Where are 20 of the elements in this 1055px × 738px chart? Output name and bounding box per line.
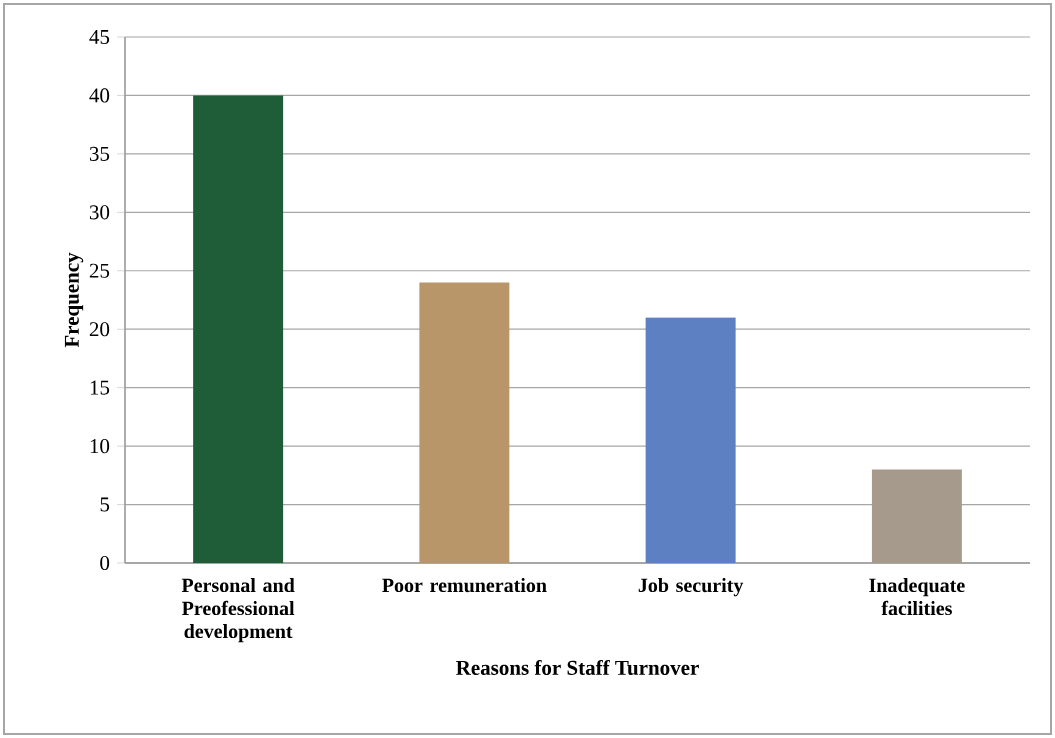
bar (419, 282, 510, 563)
y-tick-label: 5 (100, 497, 110, 512)
y-tick-label: 20 (89, 322, 110, 337)
x-tick-label: Inadequate facilities (869, 578, 965, 616)
x-tick-label: Personal and Preofessional development (181, 578, 295, 643)
bar (193, 95, 284, 563)
bar (645, 317, 736, 563)
y-tick-label: 25 (89, 263, 110, 278)
y-tick-label: 15 (90, 380, 110, 395)
y-tick-label: 45 (89, 30, 110, 45)
y-axis-title: Frequency (64, 252, 84, 348)
x-axis-title: Reasons for Staff Turnover (456, 659, 699, 675)
y-tick-label: 40 (89, 88, 110, 103)
bar (871, 469, 962, 563)
y-tick-label: 0 (100, 555, 110, 571)
x-tick-label: Job security (638, 578, 744, 597)
x-tick-label: Poor remuneration (382, 578, 547, 593)
y-tick-label: 35 (89, 146, 110, 161)
y-tick-label: 10 (90, 439, 110, 454)
y-tick-label: 30 (89, 205, 110, 220)
